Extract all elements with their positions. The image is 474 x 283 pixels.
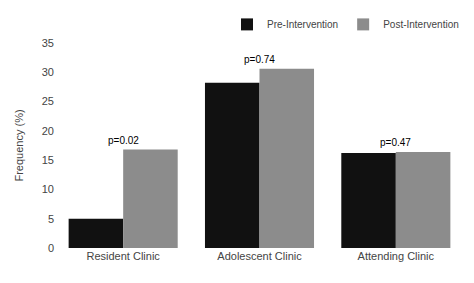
svg-text:Post-Intervention: Post-Intervention (383, 19, 459, 30)
svg-text:5: 5 (48, 213, 54, 225)
svg-text:p=0.74: p=0.74 (244, 54, 275, 65)
svg-text:30: 30 (42, 66, 54, 78)
svg-text:Pre-Intervention: Pre-Intervention (267, 19, 338, 30)
svg-text:35: 35 (42, 37, 54, 49)
svg-text:10: 10 (42, 183, 54, 195)
svg-text:Adolescent Clinic: Adolescent Clinic (217, 250, 302, 262)
svg-text:Attending Clinic: Attending Clinic (358, 250, 435, 262)
svg-text:Resident Clinic: Resident Clinic (86, 250, 160, 262)
svg-text:p=0.02: p=0.02 (108, 135, 139, 146)
svg-text:25: 25 (42, 95, 54, 107)
svg-text:Frequency (%): Frequency (%) (13, 109, 25, 181)
svg-text:p=0.47: p=0.47 (380, 137, 411, 148)
svg-text:0: 0 (48, 242, 54, 254)
svg-text:15: 15 (42, 154, 54, 166)
svg-text:20: 20 (42, 125, 54, 137)
